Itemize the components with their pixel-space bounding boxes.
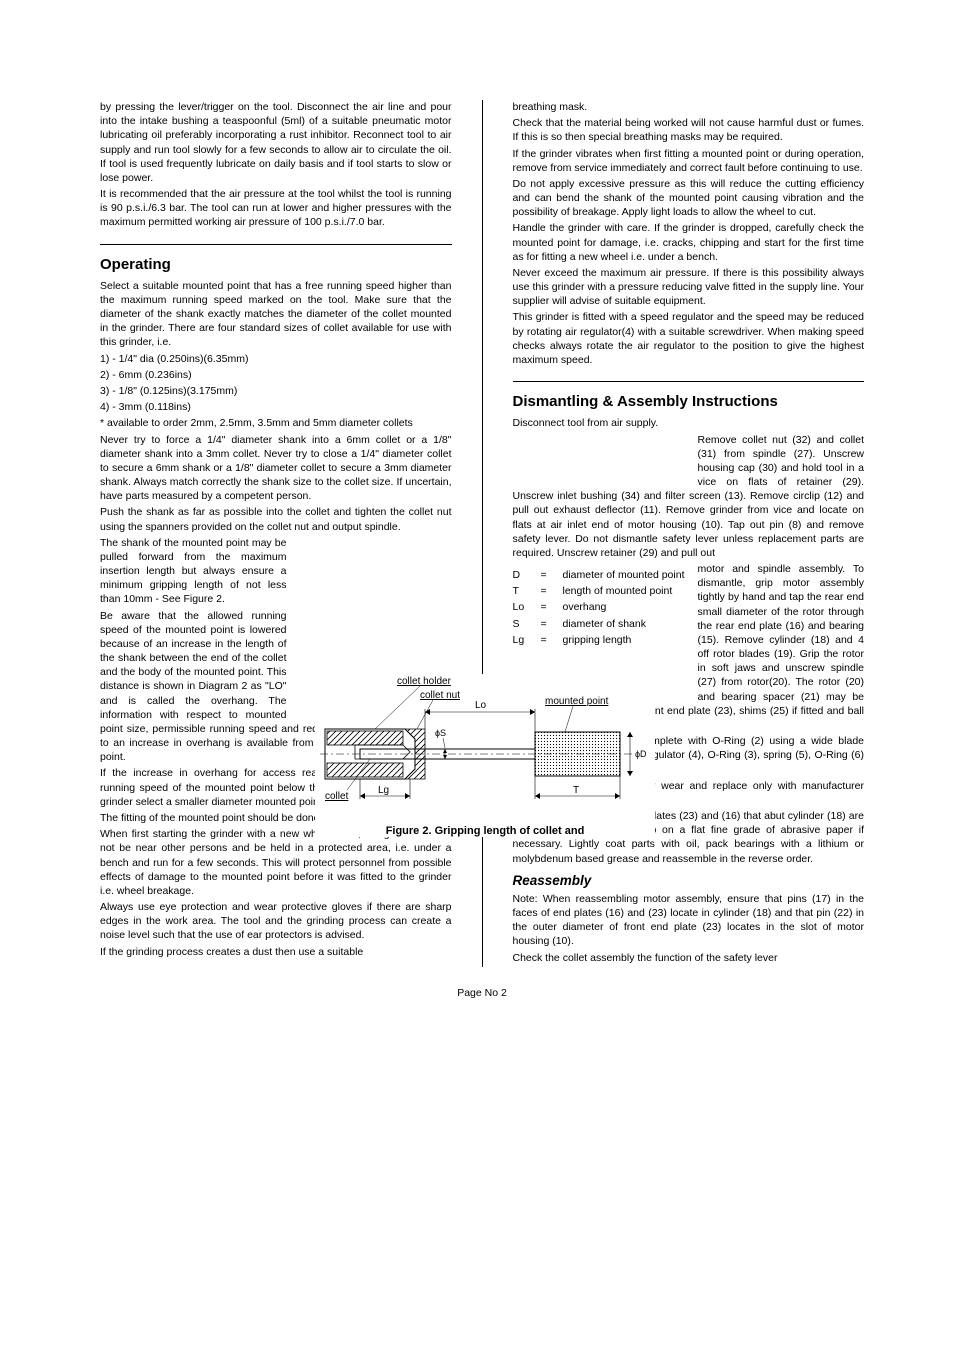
label-lo: Lo	[475, 700, 487, 711]
r-para-1: breathing mask.	[513, 100, 865, 114]
reassembly-heading: Reassembly	[513, 872, 865, 890]
legend-row-t: T = length of mounted point	[513, 584, 698, 598]
legend-desc-d: diameter of mounted point	[563, 568, 685, 582]
label-phid: ɸD	[635, 749, 647, 759]
page-number: Page No 2	[100, 987, 864, 999]
r-para-4: Do not apply excessive pressure as this …	[513, 177, 865, 220]
label-phis: ɸS	[435, 728, 446, 738]
legend-desc-lg: gripping length	[563, 633, 632, 647]
op-para-1: Select a suitable mounted point that has…	[100, 279, 452, 350]
re-para-2: Check the collet assembly the function o…	[513, 951, 865, 965]
op-list-3: 3) - 1/8" (0.125ins)(3.175mm)	[100, 384, 452, 398]
op-list-4: 4) - 3mm (0.118ins)	[100, 400, 452, 414]
figure-2: Lo Lg T ɸS ɸD co	[315, 674, 655, 837]
legend-eq-lo: =	[541, 600, 563, 614]
legend-desc-t: length of mounted point	[563, 584, 673, 598]
label-collet-holder: collet holder	[397, 676, 452, 687]
r-para-3: If the grinder vibrates when first fitti…	[513, 147, 865, 175]
legend-sym-d: D	[513, 568, 541, 582]
dismantling-heading: Dismantling & Assembly Instructions	[513, 381, 865, 412]
label-lg: Lg	[378, 785, 389, 796]
legend-row-d: D = diameter of mounted point	[513, 568, 698, 582]
legend-desc-lo: overhang	[563, 600, 607, 614]
legend-eq-d: =	[541, 568, 563, 582]
intro-para-1: by pressing the lever/trigger on the too…	[100, 100, 452, 185]
label-collet: collet	[325, 791, 349, 802]
figure-2-svg: Lo Lg T ɸS ɸD co	[315, 674, 655, 814]
legend-eq-s: =	[541, 617, 563, 631]
op-list-1: 1) - 1/4" dia (0.250ins)(6.35mm)	[100, 352, 452, 366]
r-para-5: Handle the grinder with care. If the gri…	[513, 221, 865, 264]
figure-legend: D = diameter of mounted point T = length…	[513, 568, 698, 647]
re-para-1: Note: When reassembling motor assembly, …	[513, 892, 865, 949]
op-note: * available to order 2mm, 2.5mm, 3.5mm a…	[100, 416, 452, 430]
op-para-8: When first starting the grinder with a n…	[100, 827, 452, 898]
op-para-2: Never try to force a 1/4" diameter shank…	[100, 433, 452, 504]
legend-sym-s: S	[513, 617, 541, 631]
label-mounted-point: mounted point	[545, 696, 609, 707]
r-para-6: Never exceed the maximum air pressure. I…	[513, 266, 865, 309]
legend-sym-t: T	[513, 584, 541, 598]
legend-row-lo: Lo = overhang	[513, 600, 698, 614]
figure-float-spacer-right-mid: D = diameter of mounted point T = length…	[513, 562, 698, 690]
operating-heading: Operating	[100, 244, 452, 275]
d-para-1: Disconnect tool from air supply.	[513, 416, 865, 430]
legend-row-lg: Lg = gripping length	[513, 633, 698, 647]
op-para-9: Always use eye protection and wear prote…	[100, 900, 452, 943]
legend-eq-t: =	[541, 584, 563, 598]
figure-caption: Figure 2. Gripping length of collet and	[315, 825, 655, 837]
legend-desc-s: diameter of shank	[563, 617, 646, 631]
op-list-2: 2) - 6mm (0.236ins)	[100, 368, 452, 382]
two-column-layout: by pressing the lever/trigger on the too…	[100, 100, 864, 967]
legend-row-s: S = diameter of shank	[513, 617, 698, 631]
legend-sym-lg: Lg	[513, 633, 541, 647]
intro-para-2: It is recommended that the air pressure …	[100, 187, 452, 230]
legend-eq-lg: =	[541, 633, 563, 647]
op-para-3: Push the shank as far as possible into t…	[100, 505, 452, 533]
r-para-2: Check that the material being worked wil…	[513, 116, 865, 144]
legend-sym-lo: Lo	[513, 600, 541, 614]
r-para-7: This grinder is fitted with a speed regu…	[513, 310, 865, 367]
op-para-10: If the grinding process creates a dust t…	[100, 945, 452, 959]
label-t: T	[573, 785, 579, 796]
label-collet-nut: collet nut	[420, 690, 460, 701]
figure-float-spacer-right-top	[513, 433, 698, 479]
